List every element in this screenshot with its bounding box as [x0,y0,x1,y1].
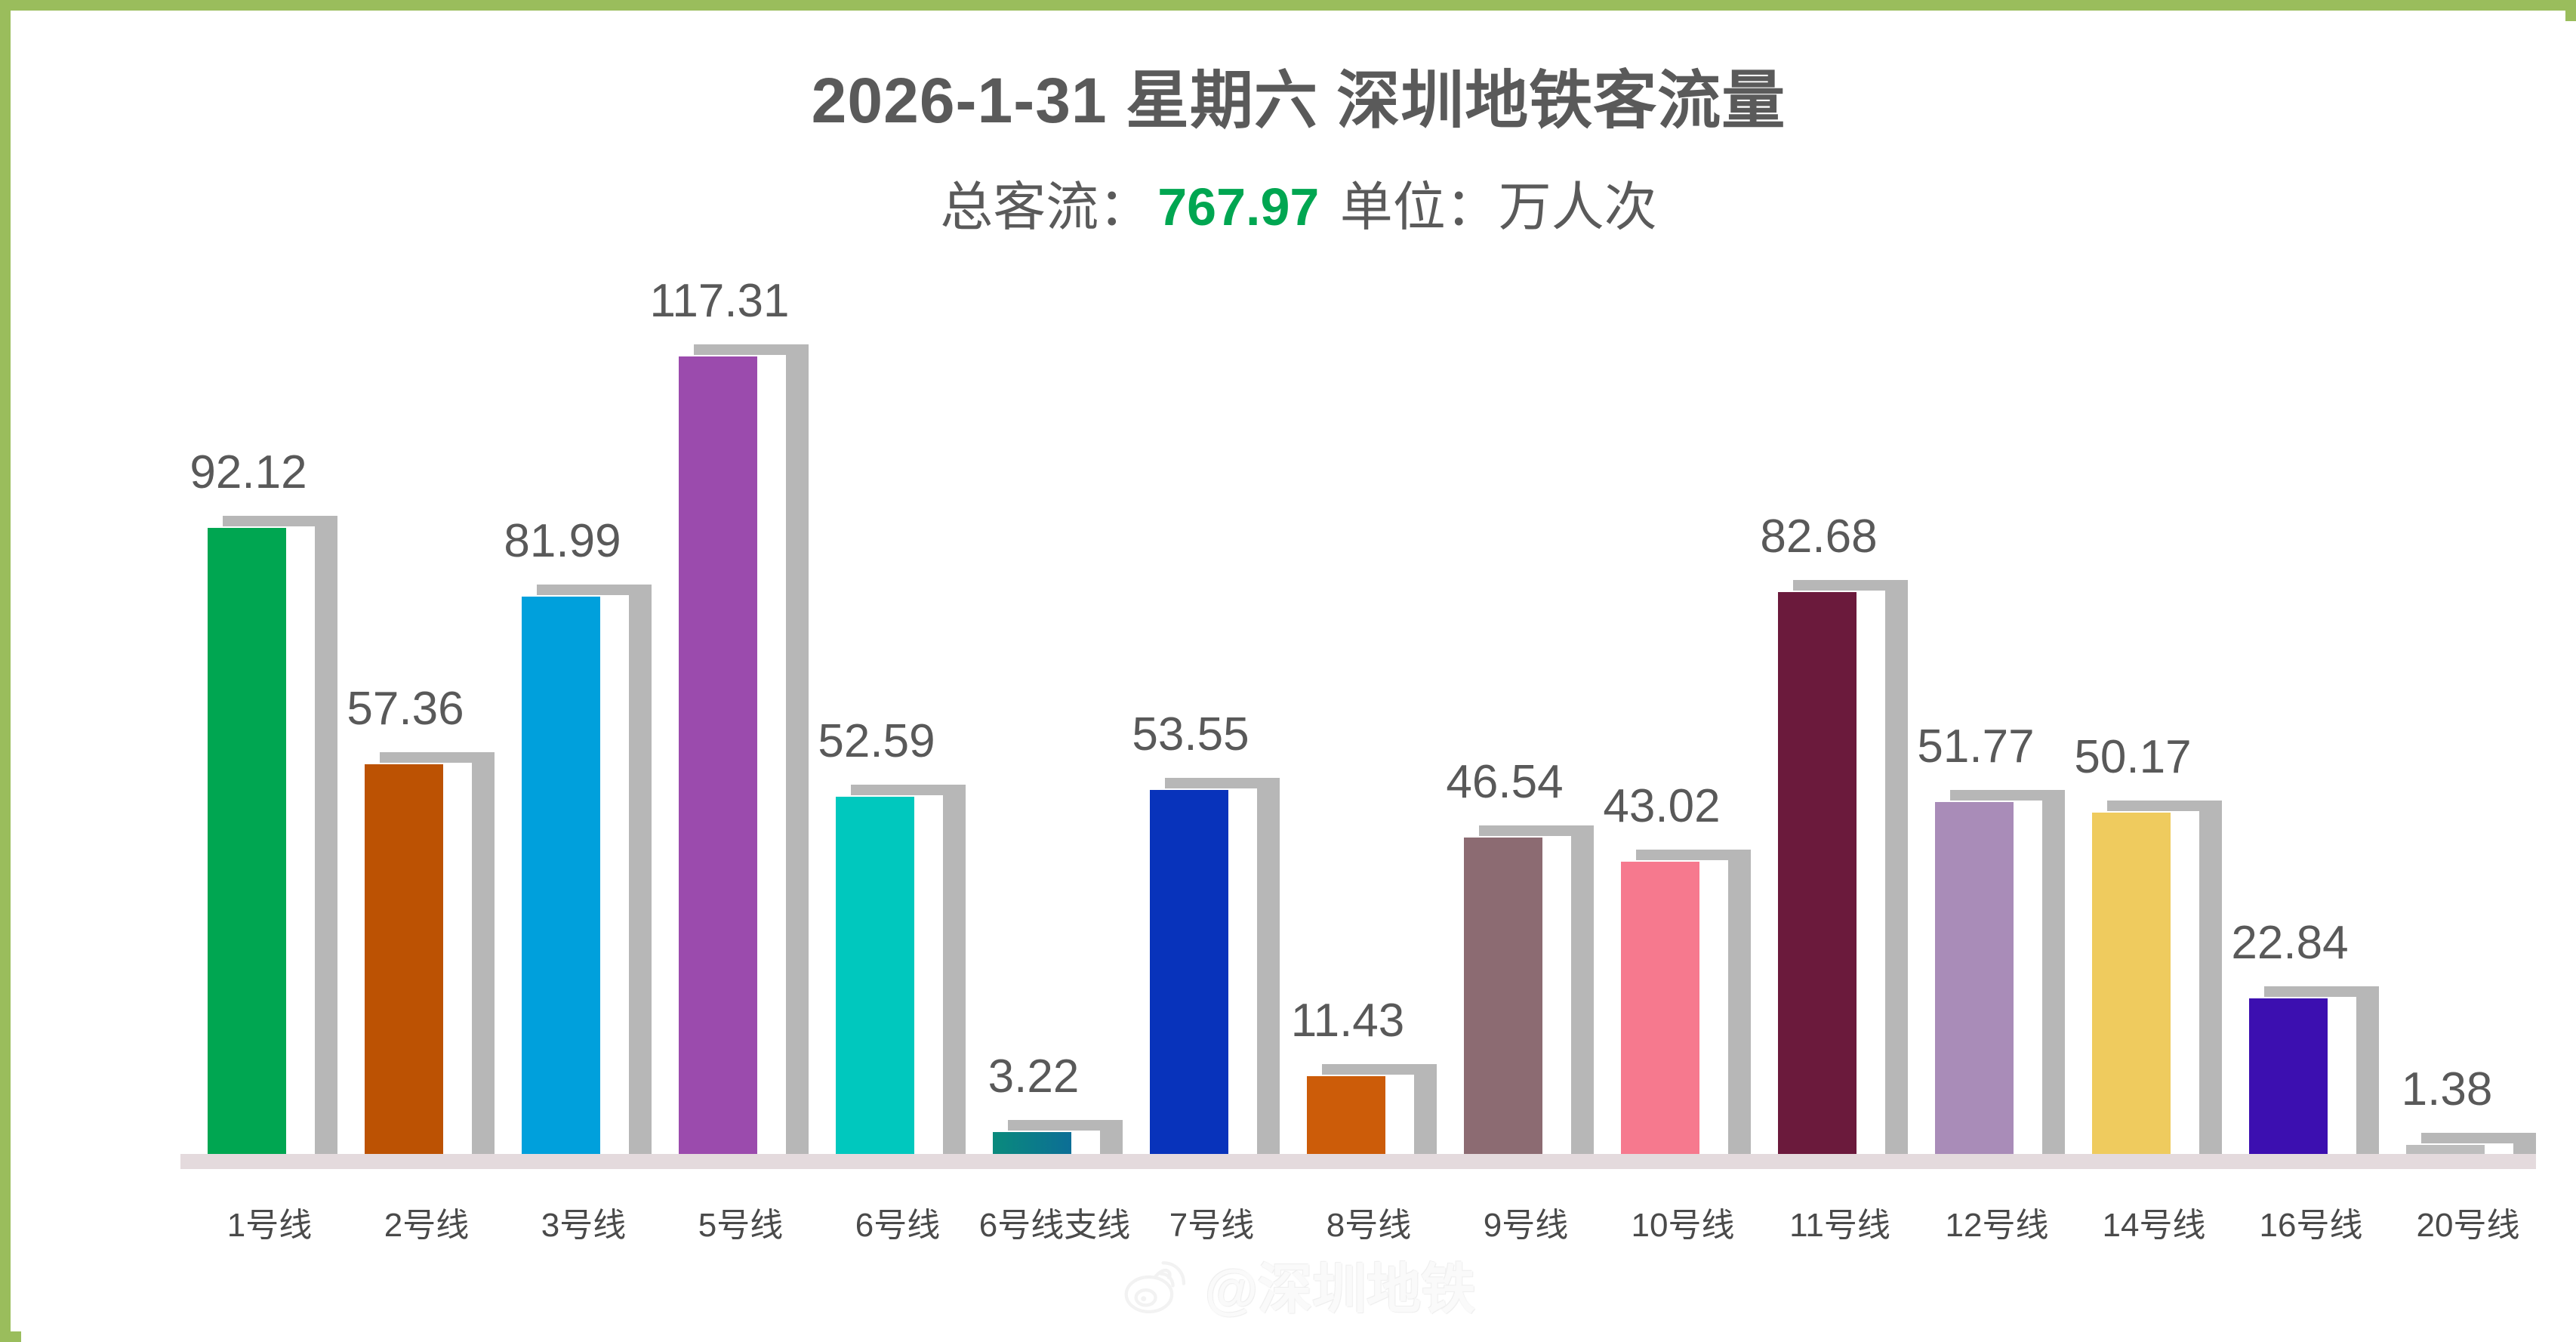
bar-11号线[interactable] [1778,592,1857,1154]
bar-value-label: 51.77 [1917,720,2035,773]
bar-group: 11.43 8号线 [1290,270,1447,1244]
bar-group: 1.38 20号线 [2390,270,2547,1244]
bar-value-label: 53.55 [1132,708,1249,760]
bar-1号线[interactable] [208,528,286,1154]
chart-subtitle: 总客流： 767.97 单位：万人次 [21,165,2576,241]
bar-group: 43.02 10号线 [1603,270,1761,1244]
bar-value-label: 1.38 [2401,1063,2493,1115]
bar-value-label: 46.54 [1446,756,1564,808]
bar-value-label: 81.99 [504,515,621,567]
bar-value-label: 43.02 [1603,780,1721,832]
x-axis-label-2号线: 2号线 [384,1207,470,1244]
bar-value-label: 3.22 [988,1050,1080,1103]
bar-chart-plot: 92.12 1号线 57.36 2号线 81.99 3号线 117.31 5号线 52.59 6号… [21,270,2576,1244]
bar-group: 57.36 2号线 [347,270,505,1244]
subtitle-prefix: 总客流： [940,177,1152,236]
bar-2号线[interactable] [365,764,443,1154]
weibo-logo-icon [1122,1250,1191,1319]
bar-20号线[interactable] [2406,1145,2485,1154]
bar-group: 53.55 7号线 [1132,270,1290,1244]
x-axis-label-12号线: 12号线 [1945,1207,2049,1244]
bar-5号线[interactable] [679,356,757,1154]
bar-group: 50.17 14号线 [2074,270,2232,1244]
bar-group: 22.84 16号线 [2231,270,2390,1244]
bar-value-label: 52.59 [818,715,935,767]
x-axis-label-8号线: 8号线 [1326,1207,1412,1244]
page-title: 2026-1-31 星期六 深圳地铁客流量 [811,65,1786,136]
x-axis-baseline [180,1154,2536,1169]
x-axis-label-7号线: 7号线 [1169,1207,1255,1244]
x-axis-label-11号线: 11号线 [1789,1207,1890,1244]
x-axis-label-6号线: 6号线 [855,1207,941,1244]
bar-group: 92.12 1号线 [190,270,348,1244]
x-axis-label-5号线: 5号线 [698,1207,784,1244]
x-axis-label-14号线: 14号线 [2102,1207,2206,1244]
bar-7号线[interactable] [1150,790,1228,1154]
bar-group: 82.68 11号线 [1760,270,1918,1244]
bar-value-label: 82.68 [1760,511,1878,563]
bar-value-label: 92.12 [190,446,307,498]
x-axis-label-3号线: 3号线 [541,1207,627,1244]
bar-6号线支线[interactable] [993,1132,1071,1154]
bar-value-label: 50.17 [2074,731,2192,783]
x-axis-label-10号线: 10号线 [1631,1207,1735,1244]
x-axis-label-16号线: 16号线 [2259,1207,2363,1244]
bar-8号线[interactable] [1307,1076,1385,1154]
x-axis-label-9号线: 9号线 [1483,1207,1569,1244]
bar-group: 46.54 9号线 [1446,270,1604,1244]
watermark-text: @深圳地铁 [1204,1260,1476,1320]
bar-value-label: 11.43 [1290,995,1405,1047]
bar-value-label: 57.36 [347,683,464,735]
watermark: @深圳地铁 [21,1245,2576,1324]
bar-12号线[interactable] [1935,802,2014,1154]
bar-14号线[interactable] [2092,813,2171,1154]
bar-10号线[interactable] [1621,862,1699,1154]
bar-group: 52.59 6号线 [818,270,976,1244]
bar-value-label: 117.31 [649,275,790,327]
bar-9号线[interactable] [1464,838,1542,1154]
bar-6号线[interactable] [836,797,914,1154]
subtitle-suffix: 单位：万人次 [1325,177,1657,236]
bar-3号线[interactable] [522,597,600,1154]
x-axis-label-20号线: 20号线 [2416,1207,2520,1244]
bar-group: 117.31 5号线 [649,270,819,1244]
bar-value-label: 22.84 [2231,917,2349,969]
bar-group: 81.99 3号线 [504,270,662,1244]
x-axis-label-6号线支线: 6号线支线 [978,1207,1131,1244]
bar-16号线[interactable] [2249,998,2328,1154]
bar-group: 51.77 12号线 [1917,270,2075,1244]
chart-canvas: 2026-1-31 星期六 深圳地铁客流量 总客流： 767.97 单位：万人次 … [21,21,2576,1342]
bar-group: 3.22 6号线支线 [976,270,1133,1244]
x-axis-label-1号线: 1号线 [226,1207,313,1244]
total-passenger-value: 767.97 [1157,177,1320,236]
